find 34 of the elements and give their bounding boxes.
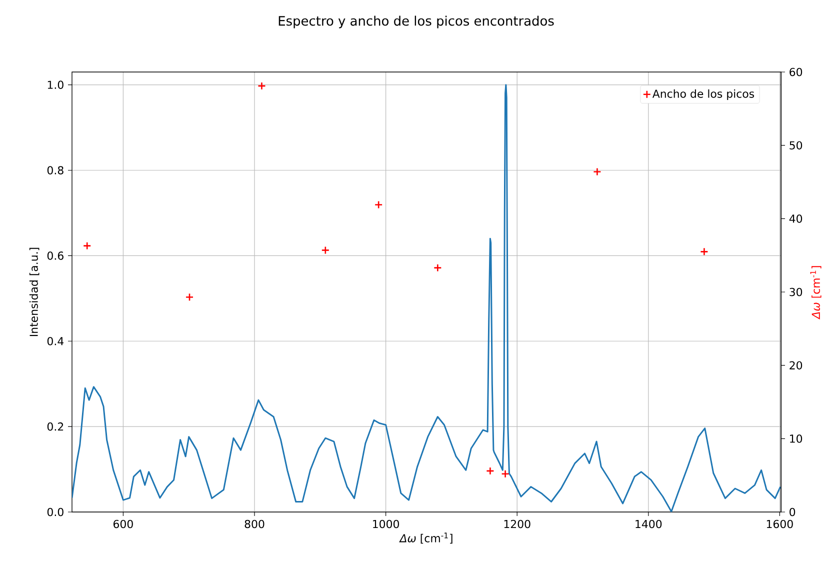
point (486, 466, 494, 476)
y-tick-label: 0.8 (47, 166, 64, 174)
point (258, 82, 266, 90)
y2-tick-label: 60 (790, 68, 802, 76)
x-tick-label: 1400 (636, 520, 662, 528)
y-tick-label: 0.6 (47, 252, 64, 260)
x-tick-label: 800 (244, 520, 264, 528)
y-axis-title: Intensidad [a.u.] (29, 248, 40, 336)
y-tick-label: 0.4 (47, 336, 64, 346)
point (185, 293, 194, 302)
y2-tick-label: 10 (790, 434, 802, 443)
chart-title: Espectro y ancho de los picos encontrados (278, 16, 554, 28)
y2-tick-label: 40 (789, 214, 802, 223)
x-tick-label: 1200 (504, 520, 530, 528)
y2-tick-label: 20 (790, 361, 802, 370)
point (434, 264, 442, 272)
y2-axis-title: Δω [cm$^{-1}$] (810, 266, 822, 320)
x-tick-label: 1000 (373, 520, 399, 528)
legend-label: Ancho de los picos (652, 89, 754, 100)
point (700, 248, 708, 256)
y2-tick-label: 0 (790, 508, 796, 516)
y2-tick-label: 30 (790, 288, 802, 296)
point (374, 200, 383, 209)
y-tick-label: 0.0 (47, 508, 64, 516)
point (593, 168, 602, 176)
y-tick-label: 0.2 (47, 422, 64, 431)
y2-tick-label: 50 (790, 141, 802, 150)
x-axis-title: Δω [cm$^{-1}$] (399, 532, 452, 544)
point (501, 470, 510, 478)
point (82, 242, 92, 250)
x-tick-label: 1600 (766, 520, 793, 528)
point (321, 246, 330, 254)
x-tick-label: 600 (114, 520, 133, 528)
y-tick-label: 1.0 (48, 80, 64, 89)
